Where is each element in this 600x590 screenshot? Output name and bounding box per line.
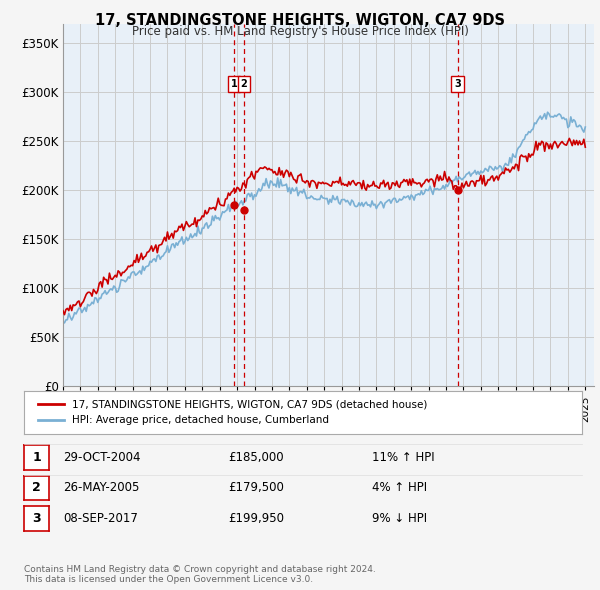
Text: 9% ↓ HPI: 9% ↓ HPI (372, 512, 427, 525)
Text: 3: 3 (32, 512, 41, 525)
Legend: 17, STANDINGSTONE HEIGHTS, WIGTON, CA7 9DS (detached house), HPI: Average price,: 17, STANDINGSTONE HEIGHTS, WIGTON, CA7 9… (35, 396, 431, 428)
Text: 29-OCT-2004: 29-OCT-2004 (63, 451, 140, 464)
Text: 11% ↑ HPI: 11% ↑ HPI (372, 451, 434, 464)
Text: 26-MAY-2005: 26-MAY-2005 (63, 481, 139, 494)
Text: 17, STANDINGSTONE HEIGHTS, WIGTON, CA7 9DS: 17, STANDINGSTONE HEIGHTS, WIGTON, CA7 9… (95, 13, 505, 28)
Text: 2: 2 (241, 80, 247, 90)
Text: £185,000: £185,000 (228, 451, 284, 464)
Text: 4% ↑ HPI: 4% ↑ HPI (372, 481, 427, 494)
Text: 08-SEP-2017: 08-SEP-2017 (63, 512, 138, 525)
Text: £199,950: £199,950 (228, 512, 284, 525)
Text: Contains HM Land Registry data © Crown copyright and database right 2024.
This d: Contains HM Land Registry data © Crown c… (24, 565, 376, 584)
Text: Price paid vs. HM Land Registry's House Price Index (HPI): Price paid vs. HM Land Registry's House … (131, 25, 469, 38)
Text: 2: 2 (32, 481, 41, 494)
Text: 3: 3 (454, 80, 461, 90)
Text: 1: 1 (32, 451, 41, 464)
Text: 1: 1 (231, 80, 238, 90)
Text: £179,500: £179,500 (228, 481, 284, 494)
